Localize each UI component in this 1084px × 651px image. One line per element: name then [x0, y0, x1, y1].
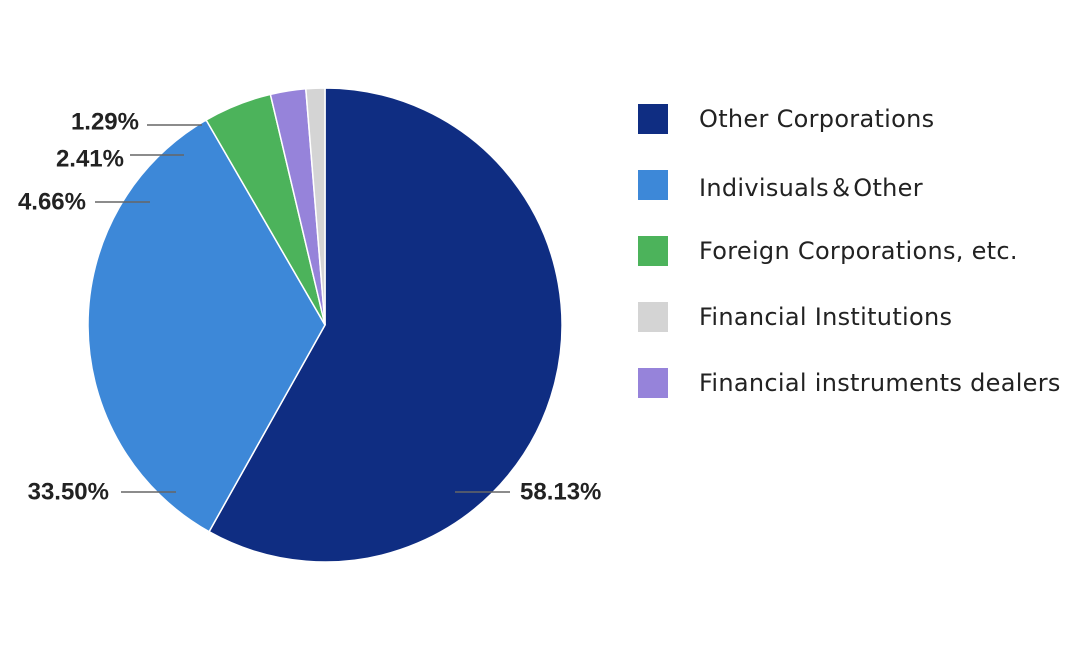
- legend-label: Financial instruments dealers: [699, 369, 1061, 397]
- data-label-other-corporations: 58.13%: [520, 479, 601, 506]
- pie-slices: [87, 87, 563, 563]
- legend-item-indivisuals-other: Indivisuals＆Other: [638, 152, 1061, 218]
- legend-item-financial-instruments-dealers: Financial instruments dealers: [638, 350, 1061, 416]
- legend-label: Other Corporations: [699, 105, 935, 133]
- pie-chart: 58.13% 33.50% 4.66% 2.41% 1.29%: [18, 87, 601, 563]
- data-label-financial-instruments-dealers: 2.41%: [56, 146, 124, 173]
- legend-label: Foreign Corporations, etc.: [699, 237, 1018, 265]
- legend-label: Financial Institutions: [699, 303, 953, 331]
- legend-swatch: [638, 236, 668, 266]
- data-label-indivisuals-other: 33.50%: [28, 479, 109, 506]
- legend-label: Indivisuals＆Other: [699, 173, 923, 202]
- pie-slice-financial-institutions: [305, 87, 326, 326]
- legend-item-financial-institutions: Financial Institutions: [638, 284, 1061, 350]
- legend: Other Corporations Indivisuals＆Other Forei…: [638, 86, 1061, 416]
- legend-swatch: [638, 368, 668, 398]
- legend-item-other-corporations: Other Corporations: [638, 86, 1061, 152]
- legend-swatch: [638, 302, 668, 332]
- legend-swatch: [638, 104, 668, 134]
- data-labels: 58.13% 33.50% 4.66% 2.41% 1.29%: [18, 109, 601, 506]
- leader-lines: [95, 124, 510, 493]
- legend-swatch: [638, 170, 668, 200]
- data-label-foreign-corporations-etc: 4.66%: [18, 189, 86, 216]
- pie-slice-other-corporations: [208, 87, 563, 563]
- legend-item-foreign-corporations-etc: Foreign Corporations, etc.: [638, 218, 1061, 284]
- data-label-financial-institutions: 1.29%: [71, 109, 139, 136]
